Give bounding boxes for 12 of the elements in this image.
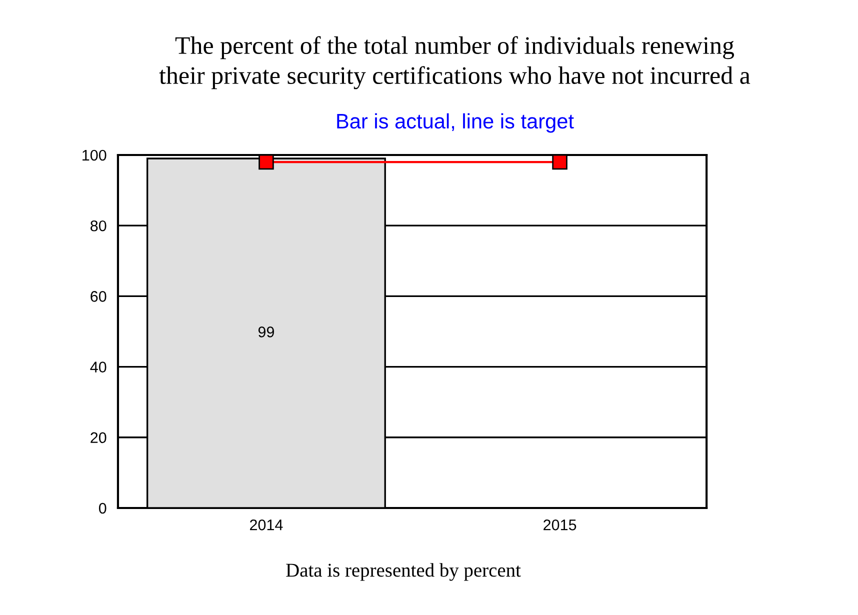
chart-title: The percent of the total number of individuals renewing their private security certifications who have not incurred a: [159, 36, 750, 90]
y-tick-label: 100: [82, 150, 106, 161]
y-tick-label: 20: [90, 432, 106, 444]
data-label: 99: [258, 326, 274, 338]
y-tick-label: 60: [90, 291, 106, 302]
x-tick-label: 2014: [250, 520, 283, 530]
chart-subtitle: Bar is actual, line is target: [337, 113, 574, 133]
y-tick-label: 0: [98, 502, 106, 514]
y-tick-label: 80: [90, 220, 106, 232]
y-tick-label: 40: [90, 362, 106, 372]
text: Data is represented by percent: [286, 563, 521, 581]
x-tick-label: 2015: [544, 520, 576, 530]
